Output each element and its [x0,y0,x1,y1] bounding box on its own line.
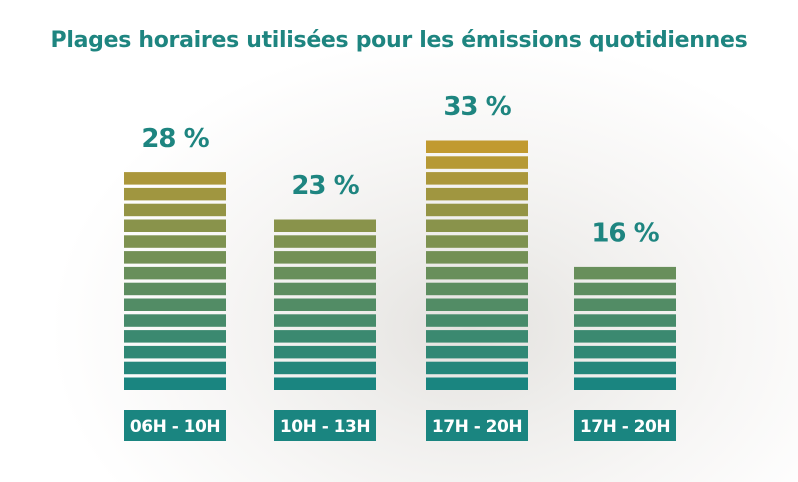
value-label: 33 % [443,92,511,122]
bar-segment [574,377,676,390]
category-label-box [274,410,376,441]
bar-segment [426,156,528,169]
bar-segment [274,298,376,311]
bar-segment [274,330,376,343]
bar-segment [274,361,376,375]
value-label: 23 % [291,171,359,201]
bar-segment [124,361,226,375]
bar-segment [574,282,676,296]
bar-segment [574,361,676,375]
bar-segment [574,266,676,280]
category-label-box [574,410,676,441]
bar-segment [124,235,226,248]
bar-segment [574,314,676,327]
category-label-box [426,410,528,441]
category-label: 06H - 10H [130,417,220,437]
bar-segment [426,298,528,311]
category-label: 17H - 20H [580,417,670,437]
bar-segment [426,266,528,280]
bar-segment [124,314,226,327]
bar-segment [274,266,376,280]
bar-segment [274,377,376,390]
bar-segment [426,377,528,390]
bar-segment [426,219,528,232]
bar-segment [426,345,528,359]
bar-segment [274,251,376,264]
bar-segment [426,235,528,248]
bar-segment [426,187,528,201]
category-label: 17H - 20H [432,417,522,437]
bar-segment [426,251,528,264]
bar-segment [574,345,676,359]
bar-segment [574,298,676,311]
category-label: 10H - 13H [280,417,370,437]
value-label: 28 % [141,124,209,154]
bar-segment [426,282,528,296]
bar-segment [124,219,226,232]
bar-segment [124,172,226,185]
bar-segment [426,172,528,185]
bar-segment [274,345,376,359]
bar-segment [426,330,528,343]
bar-segment [574,330,676,343]
bar-segment [426,314,528,327]
bar-segment [124,282,226,296]
bar-segment [124,251,226,264]
bar-segment [274,282,376,296]
value-label: 16 % [591,219,659,249]
bar-segment [124,187,226,201]
bar-segment [124,330,226,343]
bar-segment [274,314,376,327]
bar-segment [124,345,226,359]
bar-segment [124,266,226,280]
bar-segment [124,203,226,217]
bar-segment [124,298,226,311]
bar-segment [426,361,528,375]
bar-segment [124,377,226,390]
chart-title: Plages horaires utilisées pour les émiss… [50,28,748,53]
category-label-box [124,410,226,441]
bar-segment [426,140,528,153]
bar-segment [426,203,528,217]
bar-segment [274,219,376,232]
bar-segment [274,235,376,248]
